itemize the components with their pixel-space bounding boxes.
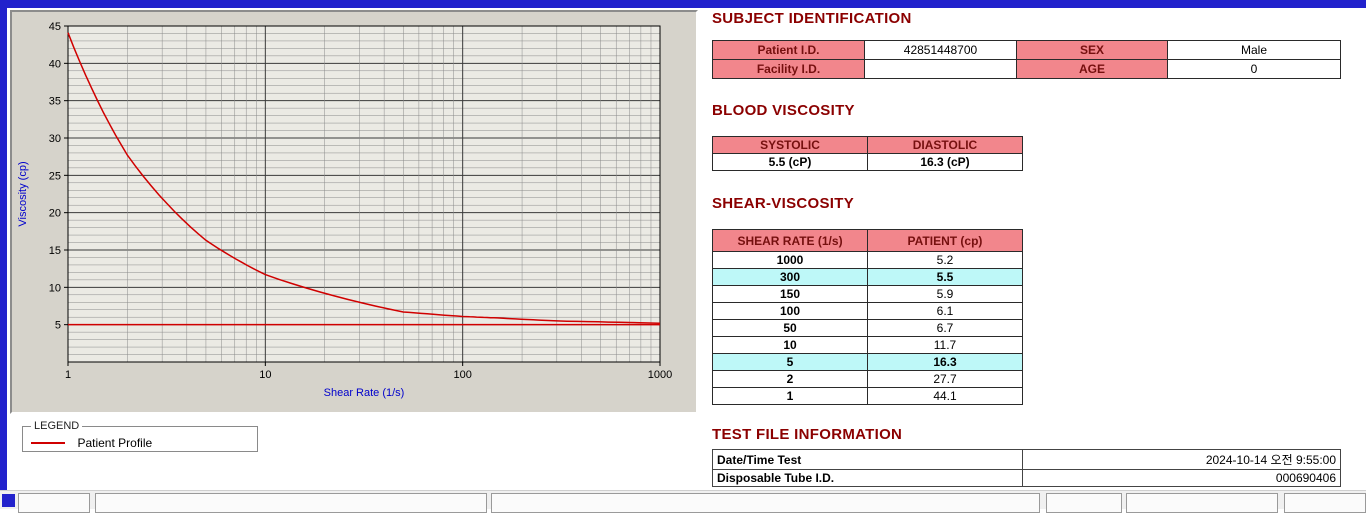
table-row: 2 27.7 xyxy=(712,370,1023,388)
row-label: SEX xyxy=(1016,40,1168,60)
svg-text:Viscosity (cp): Viscosity (cp) xyxy=(17,161,29,226)
shear-rate-value: 100 xyxy=(712,302,868,320)
partial-window-1[interactable] xyxy=(18,493,90,513)
row-value: 0 xyxy=(1167,59,1341,79)
patient-viscosity-value: 16.3 xyxy=(867,353,1023,371)
subject-table: Patient I.D. 42851448700 SEX Male Facility I… xyxy=(712,40,1341,79)
patient-viscosity-value: 6.1 xyxy=(867,302,1023,320)
table-row: 300 5.5 xyxy=(712,268,1023,286)
svg-text:10: 10 xyxy=(259,369,271,381)
row-value: Male xyxy=(1167,40,1341,60)
table-row: 1000 5.2 xyxy=(712,251,1023,269)
svg-text:10: 10 xyxy=(49,282,61,294)
table-row: Patient I.D. 42851448700 SEX Male xyxy=(712,40,1341,60)
svg-text:1: 1 xyxy=(65,369,71,381)
shear-rate-value: 10 xyxy=(712,336,868,354)
svg-text:35: 35 xyxy=(49,96,61,108)
legend-title: LEGEND xyxy=(34,420,80,432)
partial-window-5[interactable] xyxy=(1126,493,1278,513)
legend-line-sample xyxy=(31,441,65,444)
shear-viscosity-heading: SHEAR-VISCOSITY xyxy=(712,195,855,212)
test-info-value: 000690406 xyxy=(1022,469,1341,487)
blood-viscosity-heading: BLOOD VISCOSITY xyxy=(712,102,855,119)
legend-series-label: Patient Profile xyxy=(77,435,153,450)
systolic-value: 5.5 (cP) xyxy=(712,153,868,171)
patient-viscosity-value: 27.7 xyxy=(867,370,1023,388)
systolic-header: SYSTOLIC xyxy=(712,136,868,154)
shear-rate-value: 2 xyxy=(712,370,868,388)
patient-viscosity-value: 5.9 xyxy=(867,285,1023,303)
results-panel: SUBJECT IDENTIFICATION Patient I.D. 42851… xyxy=(712,0,1342,508)
shear-rate-value: 150 xyxy=(712,285,868,303)
shear-rate-value: 5 xyxy=(712,353,868,371)
svg-text:20: 20 xyxy=(49,208,61,220)
test-info-value: 2024-10-14 오전 9:55:00 xyxy=(1022,449,1341,470)
test-info-label: Date/Time Test xyxy=(712,449,1023,470)
diastolic-header: DIASTOLIC xyxy=(867,136,1023,154)
svg-text:30: 30 xyxy=(49,133,61,145)
table-row: 5.5 (cP) 16.3 (cP) xyxy=(712,153,1023,171)
table-row: 5 16.3 xyxy=(712,353,1023,371)
table-row: Facility I.D. AGE 0 xyxy=(712,59,1341,79)
patient-viscosity-value: 6.7 xyxy=(867,319,1023,337)
shear-rate-value: 50 xyxy=(712,319,868,337)
svg-text:15: 15 xyxy=(49,245,61,257)
shear-rate-column-header: SHEAR RATE (1/s) xyxy=(712,229,868,252)
svg-text:5: 5 xyxy=(55,320,61,332)
patient-column-header: PATIENT (cp) xyxy=(867,229,1023,252)
table-row: Disposable Tube I.D. 000690406 xyxy=(712,469,1341,487)
table-row: Date/Time Test 2024-10-14 오전 9:55:00 xyxy=(712,449,1341,470)
shear-viscosity-table: SHEAR RATE (1/s) PATIENT (cp) 1000 5.2 300… xyxy=(712,229,1023,405)
svg-text:25: 25 xyxy=(49,170,61,182)
svg-text:100: 100 xyxy=(453,369,471,381)
shear-rate-value: 1000 xyxy=(712,251,868,269)
shear-rate-value: 300 xyxy=(712,268,868,286)
window-title-bar xyxy=(0,0,1366,8)
bottom-window-strip xyxy=(0,490,1366,513)
partial-window-6[interactable] xyxy=(1284,493,1366,513)
svg-text:40: 40 xyxy=(49,58,61,70)
partial-window-3[interactable] xyxy=(491,493,1040,513)
row-label: Patient I.D. xyxy=(712,40,865,60)
row-value: 42851448700 xyxy=(864,40,1017,60)
patient-viscosity-value: 5.2 xyxy=(867,251,1023,269)
shear-rate-value: 1 xyxy=(712,387,868,405)
partial-window-4[interactable] xyxy=(1046,493,1122,513)
blood-viscosity-table: SYSTOLIC DIASTOLIC 5.5 (cP) 16.3 (cP) xyxy=(712,136,1023,171)
table-row: 100 6.1 xyxy=(712,302,1023,320)
table-row: SYSTOLIC DIASTOLIC xyxy=(712,136,1023,154)
partial-window-2[interactable] xyxy=(95,493,487,513)
viscosity-chart-panel: 45 40 35 30 25 20 15 10 5 1 10 100 1000 Shear Rate (1… xyxy=(10,10,698,414)
patient-viscosity-value: 5.5 xyxy=(867,268,1023,286)
svg-text:45: 45 xyxy=(49,21,61,33)
table-row: 150 5.9 xyxy=(712,285,1023,303)
row-value xyxy=(864,59,1017,79)
row-label: AGE xyxy=(1016,59,1168,79)
patient-viscosity-value: 44.1 xyxy=(867,387,1023,405)
legend-box: LEGEND Patient Profile xyxy=(22,420,258,452)
svg-text:Shear Rate (1/s): Shear Rate (1/s) xyxy=(324,387,405,399)
table-row: 1 44.1 xyxy=(712,387,1023,405)
test-file-information-heading: TEST FILE INFORMATION xyxy=(712,426,903,443)
svg-text:1000: 1000 xyxy=(648,369,672,381)
row-label: Facility I.D. xyxy=(712,59,865,79)
viscosity-chart: 45 40 35 30 25 20 15 10 5 1 10 100 1000 Shear Rate (1… xyxy=(17,21,672,399)
window-icon[interactable] xyxy=(2,494,15,507)
test-info-label: Disposable Tube I.D. xyxy=(712,469,1023,487)
test-file-table: Date/Time Test 2024-10-14 오전 9:55:00 Dispo… xyxy=(712,449,1341,487)
patient-viscosity-value: 11.7 xyxy=(867,336,1023,354)
table-row: 50 6.7 xyxy=(712,319,1023,337)
window-left-border xyxy=(0,8,7,490)
table-row: SHEAR RATE (1/s) PATIENT (cp) xyxy=(712,229,1023,252)
table-row: 10 11.7 xyxy=(712,336,1023,354)
subject-identification-heading: SUBJECT IDENTIFICATION xyxy=(712,10,912,27)
diastolic-value: 16.3 (cP) xyxy=(867,153,1023,171)
